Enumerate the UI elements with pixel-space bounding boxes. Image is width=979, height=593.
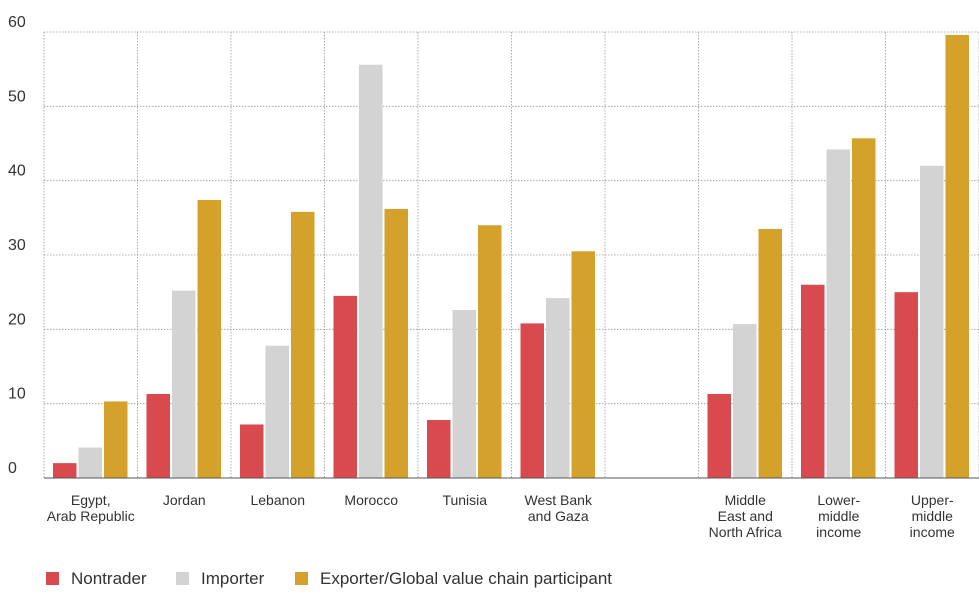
bar-nontrader	[707, 394, 731, 478]
bar-exporter-global-value-chain-participant	[384, 208, 408, 478]
category-label: Tunisia	[442, 492, 487, 508]
bar-nontrader	[240, 424, 264, 478]
y-axis: 0 10 20 30 40 50 60	[8, 14, 26, 477]
bar-exporter-global-value-chain-participant	[291, 211, 315, 479]
bar-importer	[920, 165, 944, 479]
category-label: Arab Republic	[47, 508, 135, 524]
category-label: Jordan	[163, 492, 206, 508]
bar-exporter-global-value-chain-participant	[197, 199, 221, 478]
y-tick-label: 50	[8, 88, 26, 105]
bar-importer	[452, 310, 476, 478]
bar-nontrader	[520, 323, 544, 478]
category-label: income	[910, 524, 955, 540]
bar-importer	[78, 447, 102, 478]
bar-importer	[546, 298, 570, 478]
legend-swatch	[176, 572, 189, 585]
bar-nontrader	[427, 420, 451, 478]
category-label: and Gaza	[528, 508, 589, 524]
legend-label: Exporter/Global value chain participant	[320, 569, 612, 588]
bar-nontrader	[801, 284, 825, 478]
category-label: North Africa	[709, 524, 782, 540]
legend-label: Nontrader	[71, 569, 147, 588]
category-label: Middle	[725, 492, 766, 508]
category-label: West Bank	[525, 492, 593, 508]
category-label: Egypt,	[71, 492, 111, 508]
bar-nontrader	[53, 463, 77, 478]
bar-exporter-global-value-chain-participant	[758, 228, 782, 478]
category-label: East and	[718, 508, 773, 524]
y-tick-label: 20	[8, 311, 26, 328]
category-label: middle	[912, 508, 953, 524]
legend: Nontrader Importer Exporter/Global value c…	[46, 569, 612, 588]
bar-exporter-global-value-chain-participant	[945, 34, 969, 479]
bar-importer	[359, 64, 383, 478]
category-label: middle	[818, 508, 859, 524]
category-label: Lower-	[817, 492, 860, 508]
bar-importer	[826, 149, 850, 479]
category-label: Morocco	[344, 492, 398, 508]
bar-nontrader	[333, 295, 357, 478]
y-tick-label: 40	[8, 163, 26, 180]
y-tick-label: 30	[8, 237, 26, 254]
bar-exporter-global-value-chain-participant	[852, 138, 876, 478]
legend-swatch	[46, 572, 59, 585]
bar-exporter-global-value-chain-participant	[478, 225, 502, 478]
bar-exporter-global-value-chain-participant	[571, 251, 595, 478]
bar-nontrader	[146, 394, 170, 478]
bar-importer	[172, 290, 196, 478]
bars	[53, 34, 969, 479]
category-label: income	[816, 524, 861, 540]
legend-swatch	[295, 572, 308, 585]
y-tick-label: 60	[8, 14, 26, 31]
legend-label: Importer	[201, 569, 265, 588]
bar-importer	[265, 345, 289, 478]
category-label: Upper-	[911, 492, 954, 508]
y-tick-label: 10	[8, 386, 26, 403]
y-tick-label: 0	[8, 460, 17, 477]
category-label: Lebanon	[250, 492, 305, 508]
bar-exporter-global-value-chain-participant	[104, 401, 128, 478]
bar-nontrader	[894, 292, 918, 478]
x-axis: Egypt,Arab Republic Jordan Lebanon Morocco T…	[44, 477, 979, 540]
grid-lines	[43, 31, 979, 478]
bar-importer	[733, 324, 757, 478]
